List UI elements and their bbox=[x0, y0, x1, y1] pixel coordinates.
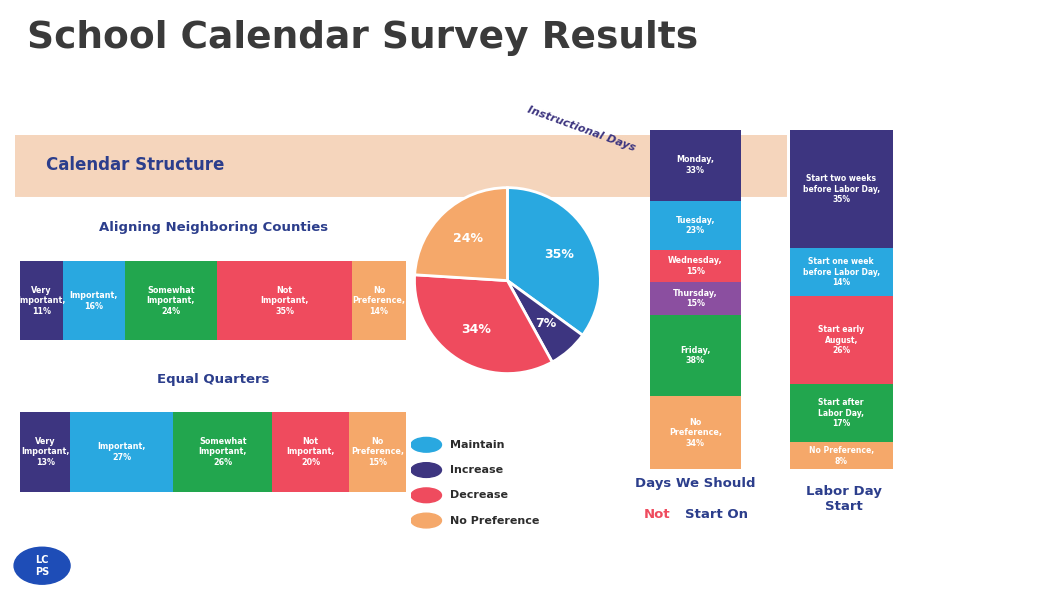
Text: Important,
16%: Important, 16% bbox=[69, 291, 118, 311]
Text: No Preference: No Preference bbox=[450, 515, 540, 525]
Wedge shape bbox=[507, 280, 583, 362]
Text: 24%: 24% bbox=[453, 232, 483, 245]
Text: 8: 8 bbox=[1015, 562, 1021, 571]
Bar bbox=[650, 250, 741, 282]
Text: LC: LC bbox=[36, 555, 48, 565]
Text: Days We Should: Days We Should bbox=[635, 477, 755, 490]
Circle shape bbox=[14, 547, 70, 584]
Text: Tuesday,
23%: Tuesday, 23% bbox=[675, 216, 715, 235]
Text: Very
Important,
13%: Very Important, 13% bbox=[21, 437, 69, 467]
Text: PS: PS bbox=[35, 566, 49, 576]
Text: Not
Important,
35%: Not Important, 35% bbox=[261, 286, 309, 315]
Bar bbox=[20, 262, 63, 340]
Text: Maintain: Maintain bbox=[450, 440, 505, 449]
Text: Friday,
38%: Friday, 38% bbox=[681, 346, 710, 365]
Text: Equal Quarters: Equal Quarters bbox=[157, 372, 269, 385]
FancyBboxPatch shape bbox=[0, 135, 817, 197]
Text: Thursday,
15%: Thursday, 15% bbox=[673, 289, 717, 308]
Text: Start On: Start On bbox=[685, 508, 748, 521]
Text: Start early
August,
26%: Start early August, 26% bbox=[818, 326, 865, 355]
Bar bbox=[650, 282, 741, 314]
Bar bbox=[650, 200, 741, 250]
Text: Human Resources and
Talent Development: Human Resources and Talent Development bbox=[1017, 213, 1036, 327]
Bar bbox=[650, 129, 741, 200]
Text: Very
Important,
11%: Very Important, 11% bbox=[18, 286, 66, 315]
Bar bbox=[217, 262, 352, 340]
Text: Labor Day
Start: Labor Day Start bbox=[806, 485, 882, 513]
Circle shape bbox=[411, 513, 442, 528]
Text: Decrease: Decrease bbox=[450, 490, 508, 500]
Circle shape bbox=[411, 488, 442, 503]
Wedge shape bbox=[414, 187, 507, 280]
Text: Somewhat
Important,
24%: Somewhat Important, 24% bbox=[146, 286, 195, 315]
Circle shape bbox=[411, 438, 442, 452]
Text: Not
Important,
20%: Not Important, 20% bbox=[286, 437, 335, 467]
Text: No
Preference,
14%: No Preference, 14% bbox=[352, 286, 406, 315]
Text: No
Preference,
34%: No Preference, 34% bbox=[669, 418, 722, 448]
Bar bbox=[650, 396, 741, 470]
Text: No Preference,
8%: No Preference, 8% bbox=[809, 446, 874, 466]
Text: Somewhat
Important,
26%: Somewhat Important, 26% bbox=[199, 437, 247, 467]
Bar bbox=[70, 412, 174, 492]
Bar bbox=[124, 262, 217, 340]
Text: Wednesday,
15%: Wednesday, 15% bbox=[668, 256, 723, 276]
Circle shape bbox=[7, 543, 77, 589]
Text: 34%: 34% bbox=[462, 323, 491, 336]
Text: Increase: Increase bbox=[450, 465, 503, 475]
Wedge shape bbox=[507, 187, 601, 335]
Text: Start one week
before Labor Day,
14%: Start one week before Labor Day, 14% bbox=[803, 257, 879, 287]
Text: School Calendar Survey Results: School Calendar Survey Results bbox=[27, 20, 699, 56]
Text: 35%: 35% bbox=[544, 248, 573, 261]
Text: Start after
Labor Day,
17%: Start after Labor Day, 17% bbox=[818, 398, 864, 428]
Bar bbox=[650, 314, 741, 396]
Text: Monday,
33%: Monday, 33% bbox=[676, 155, 714, 175]
Bar bbox=[790, 129, 892, 248]
Bar bbox=[272, 412, 349, 492]
Bar bbox=[352, 262, 406, 340]
Circle shape bbox=[411, 463, 442, 477]
Text: ©2025 All Rights Reserved. Loudoun County Public Schools: ©2025 All Rights Reserved. Loudoun Count… bbox=[351, 562, 701, 571]
Text: Not: Not bbox=[644, 508, 670, 521]
Bar bbox=[349, 412, 406, 492]
Bar bbox=[63, 262, 124, 340]
Text: Important,
27%: Important, 27% bbox=[98, 442, 146, 461]
Bar bbox=[20, 412, 70, 492]
Text: Instructional Days: Instructional Days bbox=[526, 104, 638, 153]
Bar bbox=[790, 384, 892, 442]
Bar bbox=[790, 248, 892, 296]
Bar bbox=[174, 412, 272, 492]
Text: 7%: 7% bbox=[534, 317, 557, 330]
Text: Aligning Neighboring Counties: Aligning Neighboring Counties bbox=[99, 222, 328, 234]
Text: No
Preference,
15%: No Preference, 15% bbox=[351, 437, 404, 467]
Wedge shape bbox=[414, 275, 552, 374]
Text: Start two weeks
before Labor Day,
35%: Start two weeks before Labor Day, 35% bbox=[803, 174, 879, 204]
Bar bbox=[790, 442, 892, 470]
Text: Calendar Structure: Calendar Structure bbox=[46, 156, 225, 174]
Bar bbox=[790, 296, 892, 384]
